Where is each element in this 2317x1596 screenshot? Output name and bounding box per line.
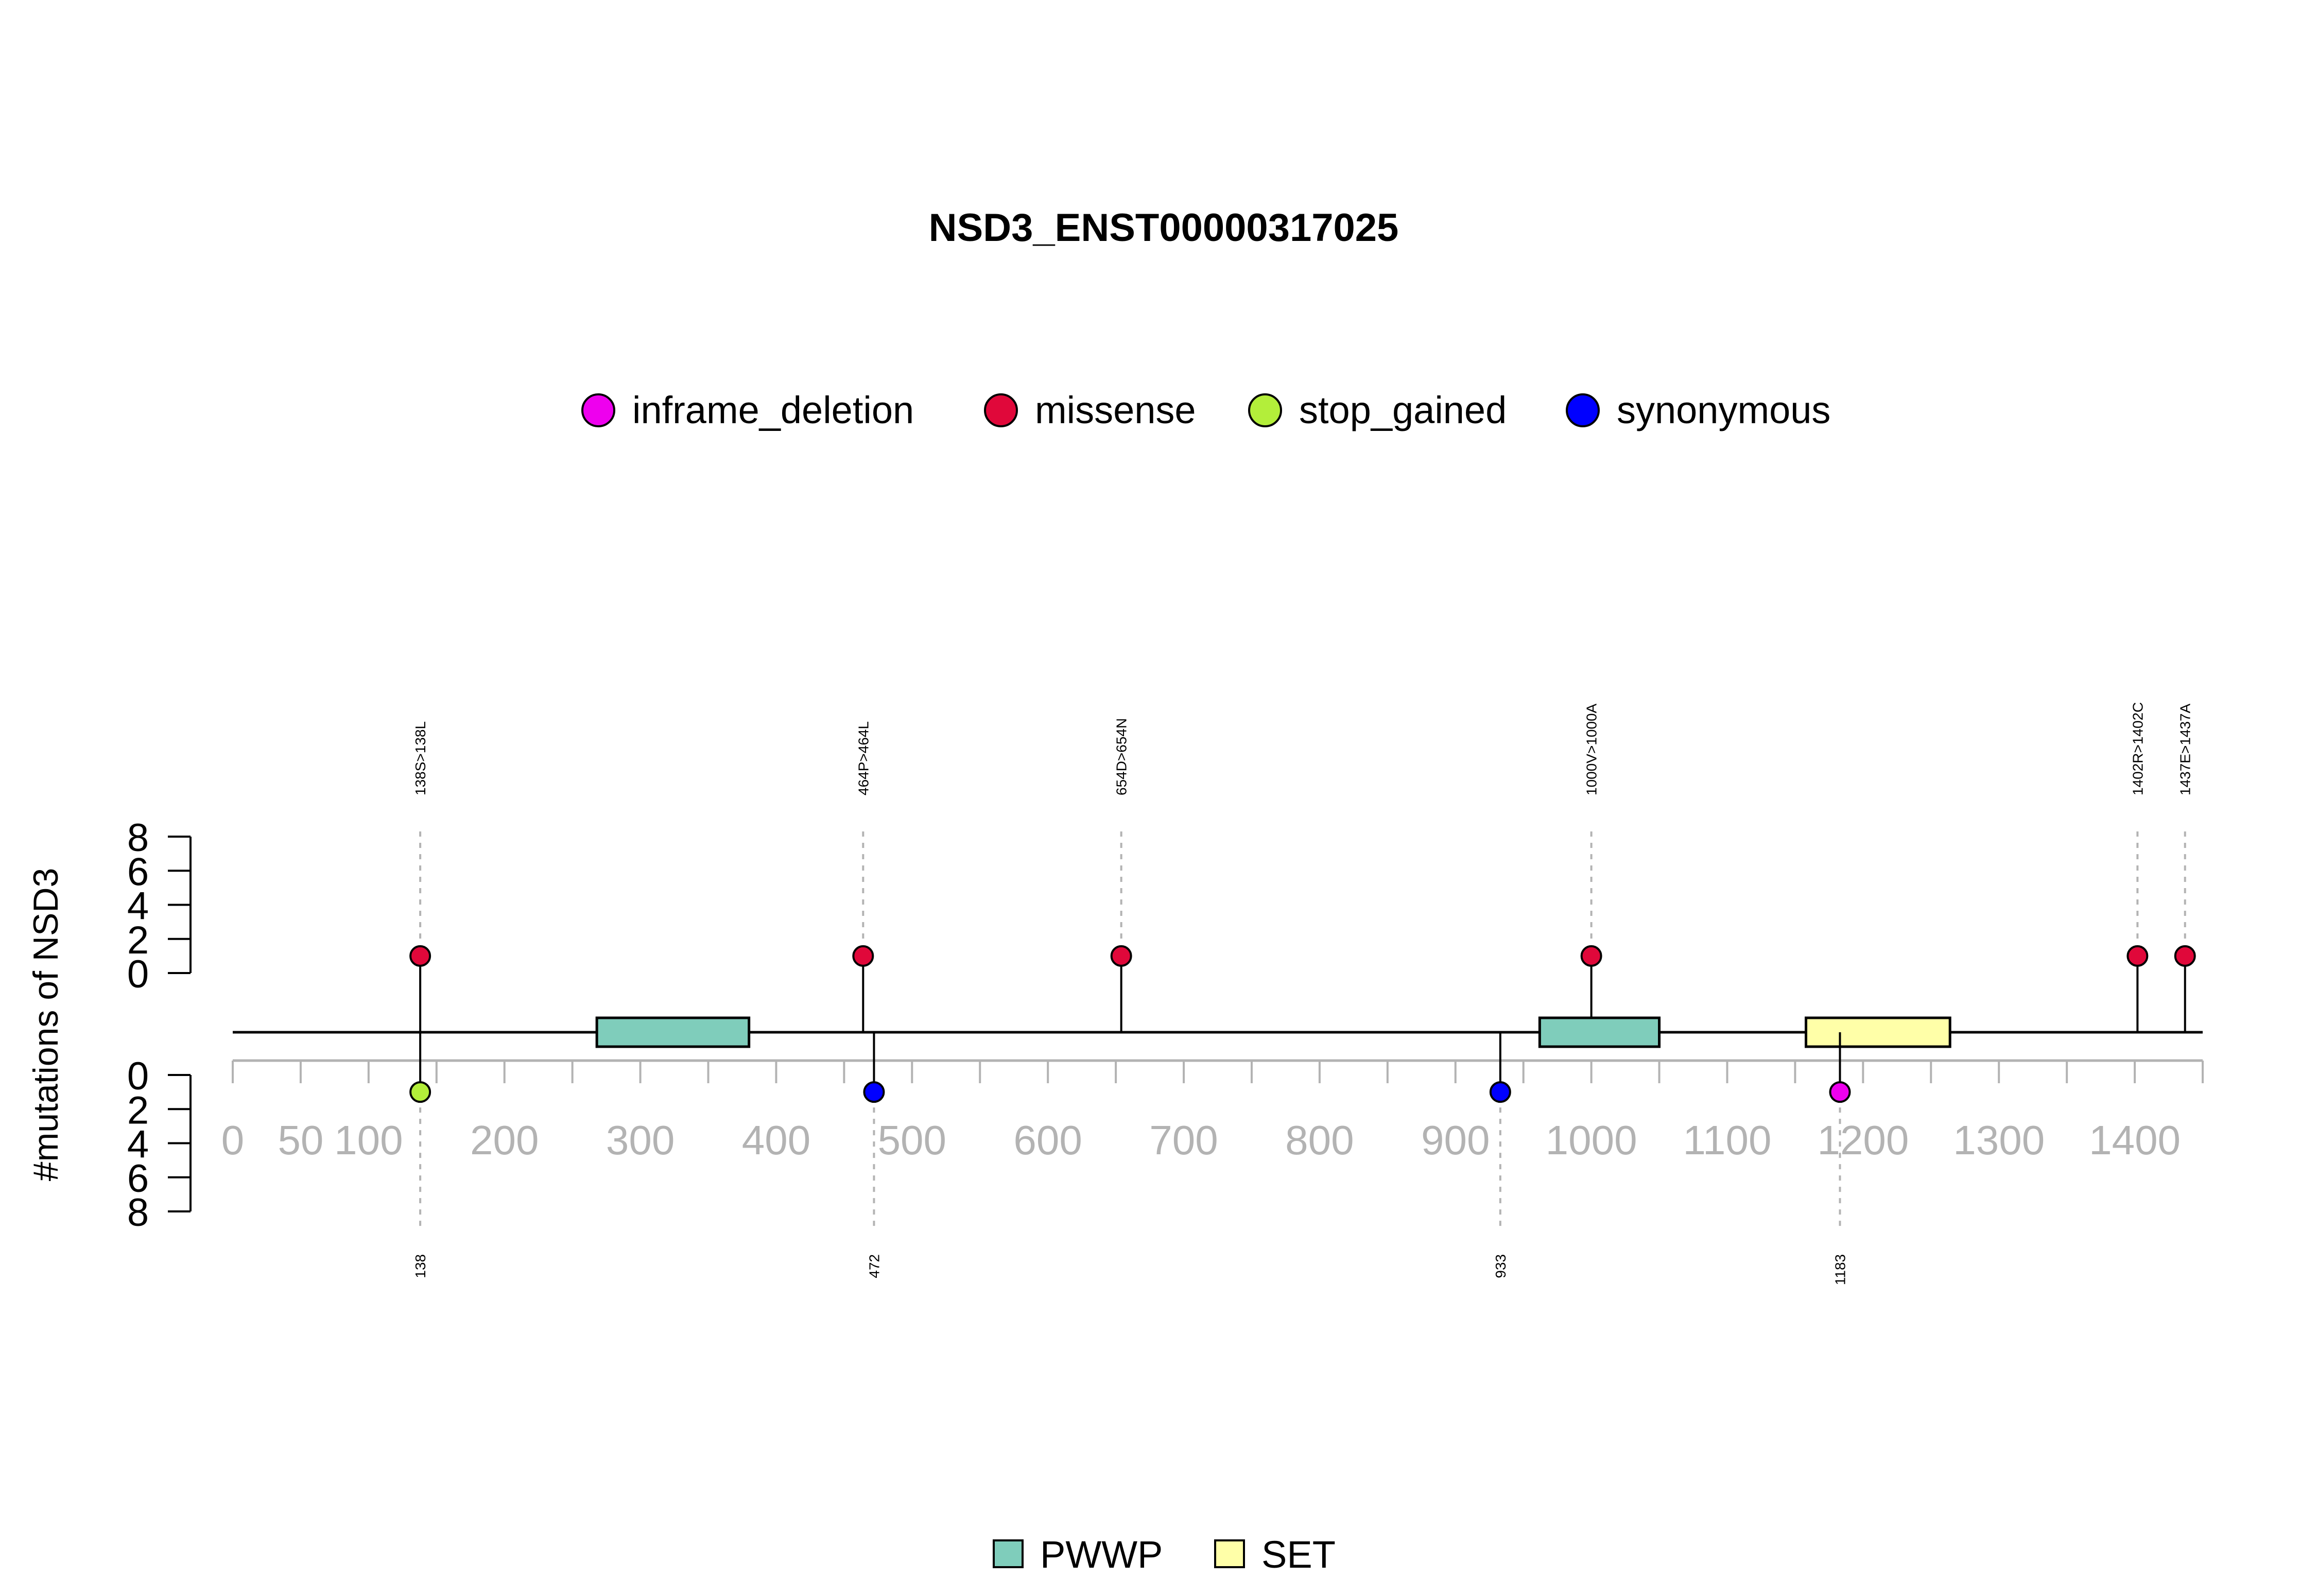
x-tick-label: 400 bbox=[742, 1117, 810, 1163]
x-tick-label: 500 bbox=[878, 1117, 946, 1163]
y-tick-label-upper: 0 bbox=[127, 952, 149, 996]
y-tick-label-lower: 6 bbox=[127, 1157, 149, 1201]
mutation-point-missense bbox=[852, 945, 874, 967]
x-tick-label: 200 bbox=[470, 1117, 539, 1163]
legend-marker-missense bbox=[984, 393, 1018, 427]
upper-mutation-label: 138S>138L bbox=[412, 721, 428, 795]
x-tick-label: 1300 bbox=[1953, 1117, 2045, 1163]
x-tick-label: 700 bbox=[1149, 1117, 1218, 1163]
legend-label-inframe_deletion: inframe_deletion bbox=[632, 389, 914, 431]
x-tick-label: 0 bbox=[221, 1117, 245, 1163]
y-axis-label: #mutations of NSD3 bbox=[26, 868, 65, 1182]
legend-label-missense: missense bbox=[1035, 389, 1196, 431]
y-tick-label-lower: 2 bbox=[127, 1088, 149, 1132]
legend-swatch-SET bbox=[1214, 1539, 1245, 1568]
legend-label-PWWP: PWWP bbox=[1040, 1533, 1163, 1576]
x-tick-label: 50 bbox=[278, 1117, 323, 1163]
legend-marker-synonymous bbox=[1566, 393, 1600, 427]
mutation-point-missense bbox=[2174, 945, 2196, 967]
x-tick-label: 600 bbox=[1013, 1117, 1082, 1163]
chart-title: NSD3_ENST00000317025 bbox=[929, 206, 1399, 250]
x-tick-label: 1200 bbox=[1817, 1117, 1909, 1163]
mutation-point-synonymous bbox=[863, 1081, 885, 1103]
upper-mutation-label: 464P>464L bbox=[855, 721, 871, 795]
x-tick-label: 800 bbox=[1285, 1117, 1354, 1163]
legend-swatch-PWWP bbox=[993, 1539, 1024, 1568]
upper-mutation-label: 1437E>1437A bbox=[2177, 703, 2193, 795]
y-tick-label-upper: 8 bbox=[127, 816, 149, 860]
lower-mutation-label: 472 bbox=[866, 1254, 882, 1278]
mutation-point-missense bbox=[1580, 945, 1602, 967]
upper-mutation-label: 1402R>1402C bbox=[2130, 702, 2146, 795]
x-tick-label: 300 bbox=[606, 1117, 675, 1163]
x-tick-label: 100 bbox=[334, 1117, 403, 1163]
legend-label-SET: SET bbox=[1261, 1533, 1336, 1576]
mutation-point-missense bbox=[2126, 945, 2149, 967]
y-tick-label-lower: 0 bbox=[127, 1054, 149, 1098]
legend-marker-inframe_deletion bbox=[581, 393, 615, 427]
legend-label-stop_gained: stop_gained bbox=[1299, 389, 1507, 431]
x-tick-label: 1000 bbox=[1546, 1117, 1637, 1163]
x-tick-label: 1100 bbox=[1683, 1117, 1771, 1163]
upper-mutation-label: 1000V>1000A bbox=[1584, 703, 1600, 795]
upper-mutation-label: 654D>654N bbox=[1114, 718, 1130, 795]
mutation-point-missense bbox=[1110, 945, 1132, 967]
domain-PWWP bbox=[1538, 1016, 1661, 1048]
lower-mutation-label: 1183 bbox=[1832, 1254, 1848, 1285]
domain-PWWP bbox=[595, 1016, 751, 1048]
lower-mutation-label: 933 bbox=[1493, 1254, 1509, 1278]
y-tick-label-upper: 6 bbox=[127, 850, 149, 894]
domain-SET bbox=[1805, 1016, 1951, 1048]
y-tick-label-upper: 2 bbox=[127, 918, 149, 962]
lower-mutation-label: 138 bbox=[412, 1254, 428, 1278]
mutation-point-inframe_deletion bbox=[1829, 1081, 1851, 1103]
y-tick-label-lower: 4 bbox=[127, 1123, 149, 1167]
domain-legend: PWWP SET bbox=[993, 1533, 1336, 1576]
y-tick-label-upper: 4 bbox=[127, 884, 149, 928]
x-tick-label: 900 bbox=[1421, 1117, 1490, 1163]
mutation-point-stop_gained bbox=[409, 1081, 431, 1103]
mutation-legend: inframe_deletion missense stop_gained synon… bbox=[581, 389, 1830, 431]
legend-label-synonymous: synonymous bbox=[1617, 389, 1830, 431]
mutation-point-missense bbox=[409, 945, 431, 967]
y-tick-label-lower: 8 bbox=[127, 1191, 149, 1235]
legend-marker-stop_gained bbox=[1248, 393, 1282, 427]
mutation-point-synonymous bbox=[1489, 1081, 1511, 1103]
x-tick-label: 1400 bbox=[2089, 1117, 2181, 1163]
